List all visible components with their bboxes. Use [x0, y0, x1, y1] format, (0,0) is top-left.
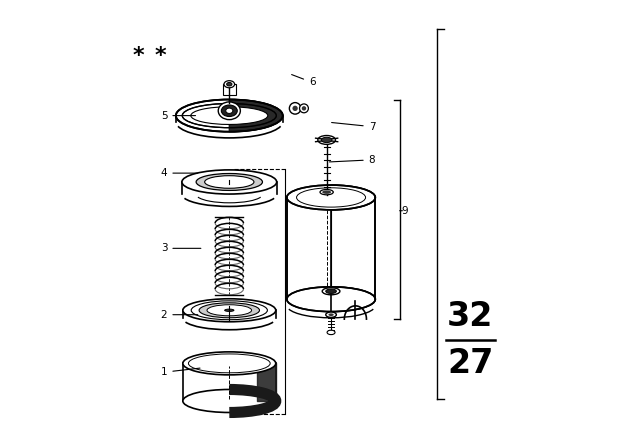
Bar [223, 84, 236, 95]
Ellipse shape [224, 81, 235, 88]
Text: 1: 1 [161, 367, 200, 377]
Text: 32: 32 [447, 301, 493, 333]
Ellipse shape [218, 102, 241, 120]
Polygon shape [229, 99, 283, 132]
Text: 6: 6 [292, 74, 316, 87]
Ellipse shape [191, 301, 268, 320]
Ellipse shape [191, 107, 268, 125]
Text: 27: 27 [447, 347, 493, 380]
Ellipse shape [188, 354, 270, 373]
Ellipse shape [205, 176, 254, 188]
Ellipse shape [207, 305, 252, 316]
Ellipse shape [296, 188, 365, 207]
Text: 7: 7 [332, 122, 375, 132]
Text: 8: 8 [330, 155, 375, 165]
Ellipse shape [301, 106, 306, 111]
Ellipse shape [176, 99, 283, 132]
Ellipse shape [226, 108, 233, 113]
Ellipse shape [326, 312, 337, 317]
Text: *: * [132, 46, 145, 66]
Ellipse shape [321, 137, 332, 142]
Ellipse shape [328, 313, 333, 316]
Ellipse shape [221, 105, 237, 116]
Ellipse shape [322, 190, 331, 194]
Polygon shape [331, 185, 375, 312]
Ellipse shape [289, 103, 301, 114]
Ellipse shape [287, 185, 375, 210]
Ellipse shape [318, 135, 335, 144]
Ellipse shape [300, 104, 308, 113]
Ellipse shape [196, 173, 262, 190]
Ellipse shape [182, 103, 276, 128]
Ellipse shape [199, 303, 259, 318]
Ellipse shape [182, 170, 276, 194]
Ellipse shape [227, 82, 232, 86]
Ellipse shape [225, 309, 234, 311]
Text: 9: 9 [399, 206, 408, 216]
Text: *: * [155, 46, 166, 66]
Ellipse shape [320, 190, 333, 195]
Text: 4: 4 [161, 168, 198, 178]
Text: 5: 5 [161, 111, 196, 121]
Ellipse shape [287, 287, 375, 312]
Ellipse shape [183, 352, 276, 375]
Ellipse shape [183, 389, 276, 413]
Ellipse shape [322, 288, 340, 295]
Text: 3: 3 [161, 243, 201, 253]
Ellipse shape [327, 330, 335, 335]
Ellipse shape [183, 299, 276, 322]
Ellipse shape [292, 106, 298, 111]
Text: 2: 2 [161, 310, 198, 320]
Ellipse shape [326, 289, 337, 293]
